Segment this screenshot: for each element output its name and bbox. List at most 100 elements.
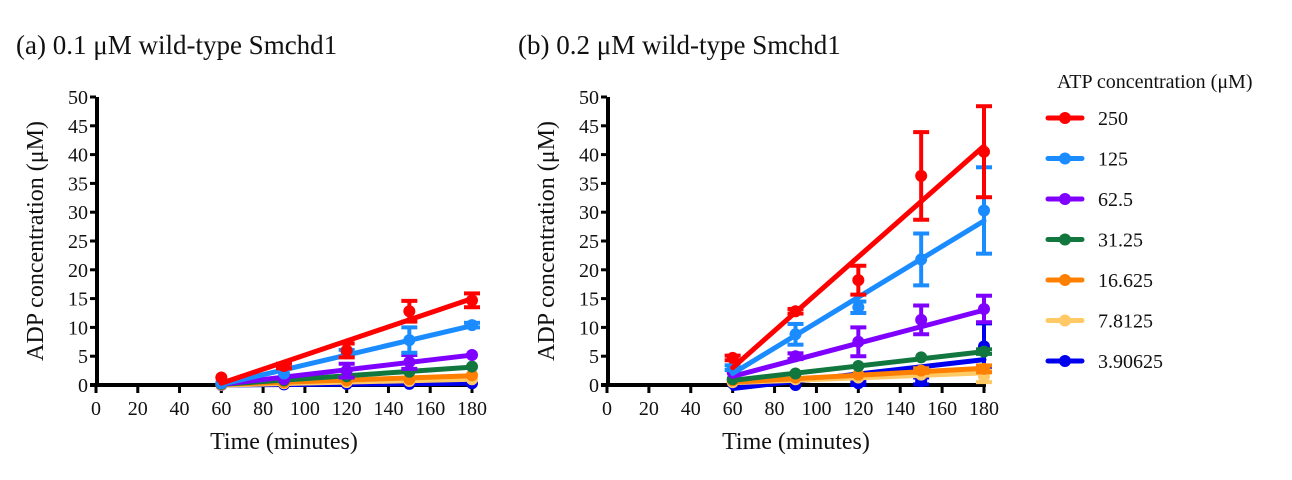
panel-b-fit-line [730,218,987,376]
panel-b-data-point [726,351,739,364]
panel-b-data-point [978,302,990,315]
panel-a-data-point [340,344,353,357]
panel-a-data-point [403,334,416,347]
panel-b-x-tick-label: 60 [723,398,743,420]
legend-title: ATP concentration (μM) [1057,71,1253,93]
panel-a-y-axis-label: ADP concentration (μM) [23,121,49,361]
panel-b-data-point [852,335,865,348]
legend-item: 7.8125 [1045,311,1153,333]
panel-b-x-tick-label: 0 [602,398,612,420]
panel-b-data-point [915,364,928,377]
panel-b-y-tick-label: 10 [579,317,599,339]
legend-swatch-marker [1059,355,1071,367]
panel-a-data-point [466,360,478,373]
panel-b-y-tick-label: 35 [579,173,599,195]
panel-a-y-tick-label: 20 [68,260,88,282]
panel-b-title: (b) 0.2 μM wild-type Smchd1 [518,30,841,60]
panel-a-data-point [466,349,478,362]
panel-a-data-point [403,355,416,368]
panel-b-y-tick-label: 25 [579,231,599,253]
panel-b: (b) 0.2 μM wild-type Smchd1 Time (minute… [518,30,999,455]
panel-b-y-tick-label: 45 [579,116,599,138]
panel-b-y-tick-label: 20 [579,260,599,282]
panel-b-x-axis-label: Time (minutes) [722,429,870,455]
panel-b-data-point [915,351,928,364]
legend-label: 7.8125 [1098,311,1153,333]
legend-item: 31.25 [1045,230,1143,252]
panel-b-y-tick-label: 5 [589,346,599,368]
panel-a-data-point [466,294,478,307]
panel-a-x-tick-label: 140 [373,398,403,420]
panel-b-series-125 [724,165,992,376]
legend-label: 3.90625 [1098,351,1163,373]
panel-a-data-point [278,359,290,372]
panel-b-data-point [852,368,865,381]
legend-label: 31.25 [1098,230,1143,252]
panel-b-data-point [915,313,928,326]
panel-b-fit-line [730,143,987,371]
panel-a-y-tick-label: 45 [68,116,88,138]
panel-a-y-tick-label: 30 [68,202,88,224]
panel-b-x-tick-label: 120 [843,398,873,420]
panel-b-series-250 [724,104,992,371]
panel-a-data-point [340,364,353,377]
panel-a-x-tick-label: 20 [128,398,148,420]
legend-swatch-marker [1059,152,1071,165]
panel-a-y-tick-label: 35 [68,173,88,195]
panel-a-x-tick-label: 100 [290,398,320,420]
panel-a-x-tick-label: 180 [457,398,487,420]
legend-item: 3.90625 [1045,351,1163,373]
legend-swatch-marker [1059,274,1071,286]
panel-a-title: (a) 0.1 μM wild-type Smchd1 [16,30,337,60]
panel-a-x-tick-label: 160 [415,398,445,420]
panel-a-data-point [466,319,478,332]
panel-b-y-tick-label: 0 [589,375,599,397]
panel-b-data-point [915,169,928,182]
panel-a-x-tick-label: 120 [332,398,362,420]
panel-b-x-tick-label: 180 [969,398,999,420]
panel-b-data-point [978,345,990,358]
legend: ATP concentration (μM) 250 125 62.5 31.25 16… [1045,71,1253,373]
legend-item: 250 [1045,108,1128,130]
legend-swatch-marker [1059,314,1071,327]
panel-b-data-point [789,305,802,318]
panel-a-x-tick-label: 40 [170,398,190,420]
panel-a-y-tick-label: 50 [68,87,88,109]
panel-b-data-point [789,350,802,363]
panel-b-data-point [978,362,990,375]
panel-b-data-point [789,328,802,341]
panel-a-x-tick-label: 0 [91,398,101,420]
panel-a-x-tick-label: 60 [211,398,231,420]
panel-b-x-tick-label: 20 [639,398,659,420]
legend-swatch-marker [1059,193,1071,205]
panel-a-y-tick-label: 25 [68,231,88,253]
legend-label: 250 [1098,108,1128,130]
panel-a: (a) 0.1 μM wild-type Smchd1 Time (minute… [16,30,487,455]
legend-item: 16.625 [1045,270,1153,292]
panel-a-x-tick-label: 80 [253,398,273,420]
legend-item: 125 [1045,149,1128,171]
panel-a-data-point [403,305,416,318]
panel-a-y-tick-label: 15 [68,289,88,311]
legend-label: 125 [1098,149,1128,171]
legend-swatch-marker [1059,112,1071,124]
panel-b-x-tick-label: 140 [885,398,915,420]
panel-a-axes: 0 5 10 15 20 25 30 35 40 45 50 0 20 40 60 80 100 120 140 16… [68,87,487,420]
panel-b-data-point [978,204,990,217]
panel-b-x-tick-label: 160 [927,398,957,420]
panel-a-y-tick-label: 40 [68,145,88,167]
panel-b-x-tick-label: 40 [681,398,701,420]
panel-a-data-point [466,369,478,382]
panel-a-data-point [215,371,228,384]
panel-a-y-tick-label: 10 [68,317,88,339]
panel-b-x-tick-label: 100 [801,398,831,420]
legend-label: 16.625 [1098,270,1153,292]
panel-b-data-point [978,145,990,158]
panel-b-y-tick-label: 40 [579,145,599,167]
panel-b-y-tick-label: 30 [579,202,599,224]
panel-a-y-tick-label: 5 [78,346,88,368]
panel-b-data-point [789,367,802,380]
panel-a-y-tick-label: 0 [78,375,88,397]
legend-swatch-marker [1059,233,1071,246]
